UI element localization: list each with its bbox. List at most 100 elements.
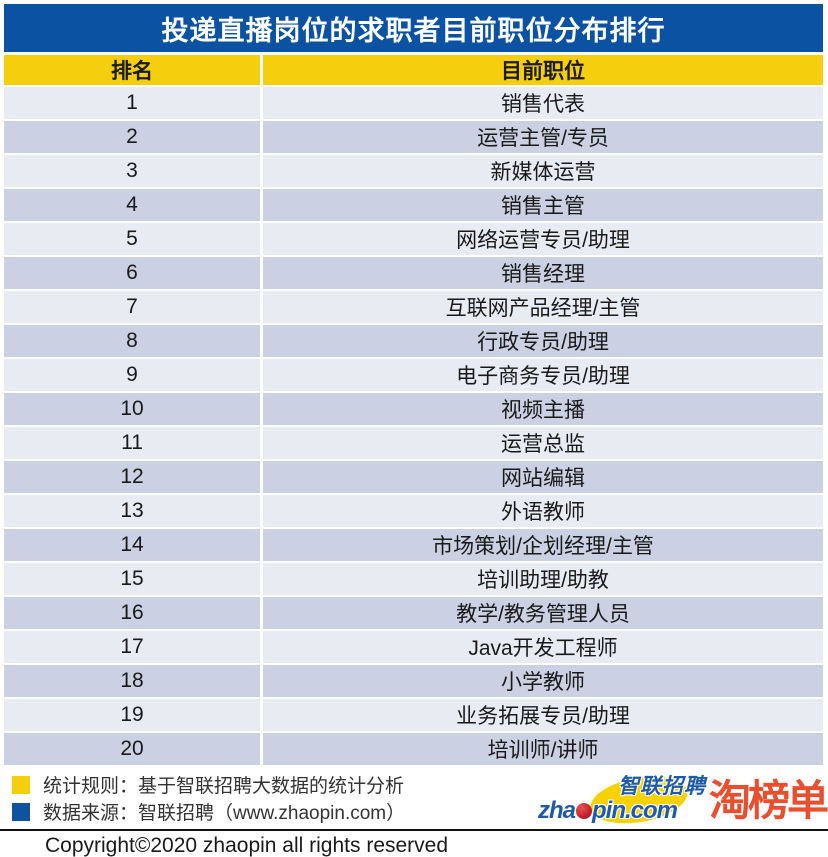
header-position: 目前职位: [263, 55, 823, 85]
rank-cell: 11: [4, 427, 260, 459]
column-divider: [260, 55, 263, 85]
zhaopin-domain-text: zha pin.com: [538, 797, 678, 825]
position-cell: 业务拓展专员/助理: [263, 699, 823, 731]
position-cell: 行政专员/助理: [263, 325, 823, 357]
rank-cell: 7: [4, 291, 260, 323]
column-divider: [260, 427, 263, 459]
legend-item-source: 数据来源：智联招聘（www.zhaopin.com）: [12, 798, 828, 825]
position-cell: 销售主管: [263, 189, 823, 221]
zhaopin-brand-text: 智联招聘: [618, 775, 706, 798]
column-divider: [260, 461, 263, 493]
legend-rules-label: 统计规则：基于智联招聘大数据的统计分析: [43, 776, 405, 797]
column-divider: [260, 699, 263, 731]
rank-cell: 17: [4, 631, 260, 663]
footer-divider-line: [0, 829, 828, 831]
position-cell: 培训师/讲师: [263, 733, 823, 765]
title-bar: 投递直播岗位的求职者目前职位分布排行: [4, 4, 823, 52]
table-row: 10 视频主播: [4, 393, 823, 425]
column-divider: [260, 257, 263, 289]
rank-cell: 12: [4, 461, 260, 493]
table-row: 13 外语教师: [4, 495, 823, 527]
column-divider: [260, 631, 263, 663]
position-cell: 互联网产品经理/主管: [263, 291, 823, 323]
position-cell: 销售代表: [263, 87, 823, 119]
table-row: 17 Java开发工程师: [4, 631, 823, 663]
rank-cell: 6: [4, 257, 260, 289]
position-cell: Java开发工程师: [263, 631, 823, 663]
column-divider: [260, 733, 263, 765]
table-row: 12 网站编辑: [4, 461, 823, 493]
zhaopin-logo: 智联招聘 zha pin.com: [538, 769, 706, 831]
table-row: 16 教学/教务管理人员: [4, 597, 823, 629]
rank-cell: 1: [4, 87, 260, 119]
table-row: 2 运营主管/专员: [4, 121, 823, 153]
position-cell: 培训助理/助教: [263, 563, 823, 595]
table-row: 20 培训师/讲师: [4, 733, 823, 765]
position-cell: 网站编辑: [263, 461, 823, 493]
table-row: 15 培训助理/助教: [4, 563, 823, 595]
legend: 统计规则：基于智联招聘大数据的统计分析 数据来源：智联招聘（www.zhaopi…: [0, 771, 828, 825]
rank-cell: 8: [4, 325, 260, 357]
table-row: 7 互联网产品经理/主管: [4, 291, 823, 323]
column-divider: [260, 665, 263, 697]
column-divider: [260, 495, 263, 527]
rank-cell: 3: [4, 155, 260, 187]
zhaopin-domain-prefix: zha: [538, 797, 576, 824]
table-row: 8 行政专员/助理: [4, 325, 823, 357]
table-row: 18 小学教师: [4, 665, 823, 697]
rank-cell: 16: [4, 597, 260, 629]
copyright-text: Copyright©2020 zhaopin all rights reserv…: [45, 834, 449, 857]
position-cell: 网络运营专员/助理: [263, 223, 823, 255]
position-cell: 市场策划/企划经理/主管: [263, 529, 823, 561]
rank-cell: 5: [4, 223, 260, 255]
rank-cell: 2: [4, 121, 260, 153]
taobangdan-logo: 淘榜单: [708, 777, 828, 824]
column-divider: [260, 563, 263, 595]
column-divider: [260, 359, 263, 391]
position-cell: 新媒体运营: [263, 155, 823, 187]
position-cell: 运营主管/专员: [263, 121, 823, 153]
position-cell: 小学教师: [263, 665, 823, 697]
page-title: 投递直播岗位的求职者目前职位分布排行: [161, 15, 666, 46]
legend-item-rules: 统计规则：基于智联招聘大数据的统计分析: [12, 771, 828, 798]
column-divider: [260, 121, 263, 153]
rank-cell: 20: [4, 733, 260, 765]
position-cell: 运营总监: [263, 427, 823, 459]
table-row: 5 网络运营专员/助理: [4, 223, 823, 255]
zhaopin-domain-suffix: pin.com: [592, 797, 678, 824]
table-row: 6 销售经理: [4, 257, 823, 289]
column-divider: [260, 155, 263, 187]
column-divider: [260, 393, 263, 425]
position-cell: 电子商务专员/助理: [263, 359, 823, 391]
footer: 统计规则：基于智联招聘大数据的统计分析 数据来源：智联招聘（www.zhaopi…: [0, 769, 828, 831]
table-row: 14 市场策划/企划经理/主管: [4, 529, 823, 561]
rank-cell: 10: [4, 393, 260, 425]
rank-cell: 9: [4, 359, 260, 391]
rank-cell: 4: [4, 189, 260, 221]
rank-cell: 18: [4, 665, 260, 697]
blue-square-icon: [12, 802, 30, 821]
column-divider: [260, 529, 263, 561]
rank-cell: 14: [4, 529, 260, 561]
position-cell: 视频主播: [263, 393, 823, 425]
header-rank: 排名: [4, 55, 260, 85]
table-row: 11 运营总监: [4, 427, 823, 459]
table-row: 4 销售主管: [4, 189, 823, 221]
table-row: 19 业务拓展专员/助理: [4, 699, 823, 731]
position-cell: 外语教师: [263, 495, 823, 527]
column-divider: [260, 189, 263, 221]
table-row: 1 销售代表: [4, 87, 823, 119]
table-body: 1 销售代表 2 运营主管/专员 3 新媒体运营 4 销售主管 5 网络运营专员/助理 6 销售经理 7…: [0, 87, 828, 765]
legend-source-label: 数据来源：智联招聘（www.zhaopin.com）: [43, 803, 406, 824]
zhaopin-dot-icon: [576, 803, 593, 819]
rank-cell: 13: [4, 495, 260, 527]
column-divider: [260, 223, 263, 255]
column-divider: [260, 291, 263, 323]
table-row: 9 电子商务专员/助理: [4, 359, 823, 391]
column-divider: [260, 325, 263, 357]
position-cell: 教学/教务管理人员: [263, 597, 823, 629]
yellow-square-icon: [12, 775, 30, 794]
rank-cell: 15: [4, 563, 260, 595]
table-header-row: 排名 目前职位: [4, 55, 823, 85]
